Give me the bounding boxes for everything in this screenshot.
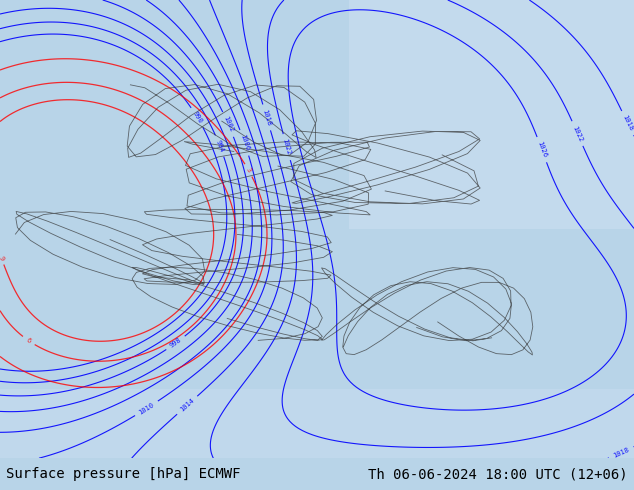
Text: 1006: 1006 — [239, 134, 250, 152]
Text: 1026: 1026 — [536, 141, 548, 159]
Text: 1018: 1018 — [261, 108, 272, 126]
Text: 6: 6 — [25, 337, 32, 344]
Text: 998: 998 — [169, 337, 183, 349]
Text: 3: 3 — [245, 167, 252, 173]
Polygon shape — [349, 0, 634, 229]
Text: 1018: 1018 — [621, 114, 634, 132]
Text: Surface pressure [hPa] ECMWF: Surface pressure [hPa] ECMWF — [6, 467, 241, 481]
Text: 994: 994 — [215, 139, 225, 153]
Text: 1018: 1018 — [612, 446, 630, 459]
Text: 1022: 1022 — [281, 138, 292, 156]
Text: 1022: 1022 — [571, 124, 584, 143]
Text: 1002: 1002 — [222, 115, 235, 133]
Text: 1010: 1010 — [138, 401, 155, 416]
Text: Th 06-06-2024 18:00 UTC (12+06): Th 06-06-2024 18:00 UTC (12+06) — [368, 467, 628, 481]
Polygon shape — [0, 390, 634, 458]
Text: 990: 990 — [191, 110, 203, 124]
Text: 9: 9 — [0, 255, 5, 261]
Text: 1014: 1014 — [179, 397, 195, 413]
